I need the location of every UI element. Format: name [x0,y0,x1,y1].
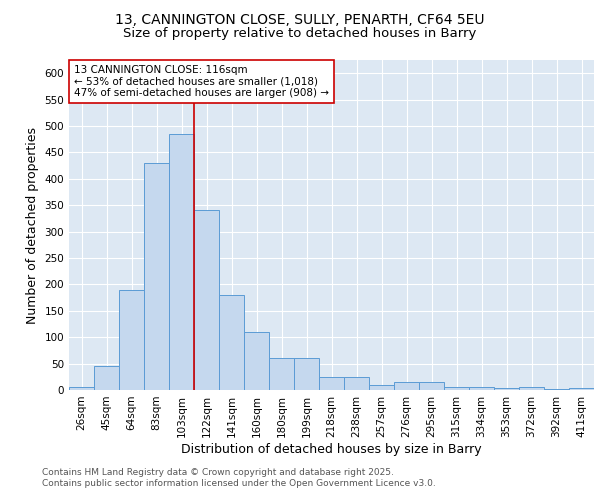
Bar [294,358,319,390]
Text: 13, CANNINGTON CLOSE, SULLY, PENARTH, CF64 5EU: 13, CANNINGTON CLOSE, SULLY, PENARTH, CF… [115,12,485,26]
Y-axis label: Number of detached properties: Number of detached properties [26,126,39,324]
Bar [169,134,194,390]
Bar [219,295,244,390]
Bar [394,382,419,390]
Bar [519,388,544,390]
Bar [344,377,369,390]
Text: Size of property relative to detached houses in Barry: Size of property relative to detached ho… [124,28,476,40]
Bar [319,377,344,390]
Bar [244,332,269,390]
Bar [569,388,594,390]
Bar [94,366,119,390]
Bar [444,388,469,390]
Bar [494,388,519,390]
Bar [544,389,569,390]
Bar [419,382,444,390]
Text: 13 CANNINGTON CLOSE: 116sqm
← 53% of detached houses are smaller (1,018)
47% of : 13 CANNINGTON CLOSE: 116sqm ← 53% of det… [74,65,329,98]
Bar [144,163,169,390]
Bar [194,210,219,390]
Bar [269,358,294,390]
Bar [469,388,494,390]
X-axis label: Distribution of detached houses by size in Barry: Distribution of detached houses by size … [181,442,482,456]
Bar [69,388,94,390]
Text: Contains HM Land Registry data © Crown copyright and database right 2025.
Contai: Contains HM Land Registry data © Crown c… [42,468,436,487]
Bar [119,290,144,390]
Bar [369,384,394,390]
